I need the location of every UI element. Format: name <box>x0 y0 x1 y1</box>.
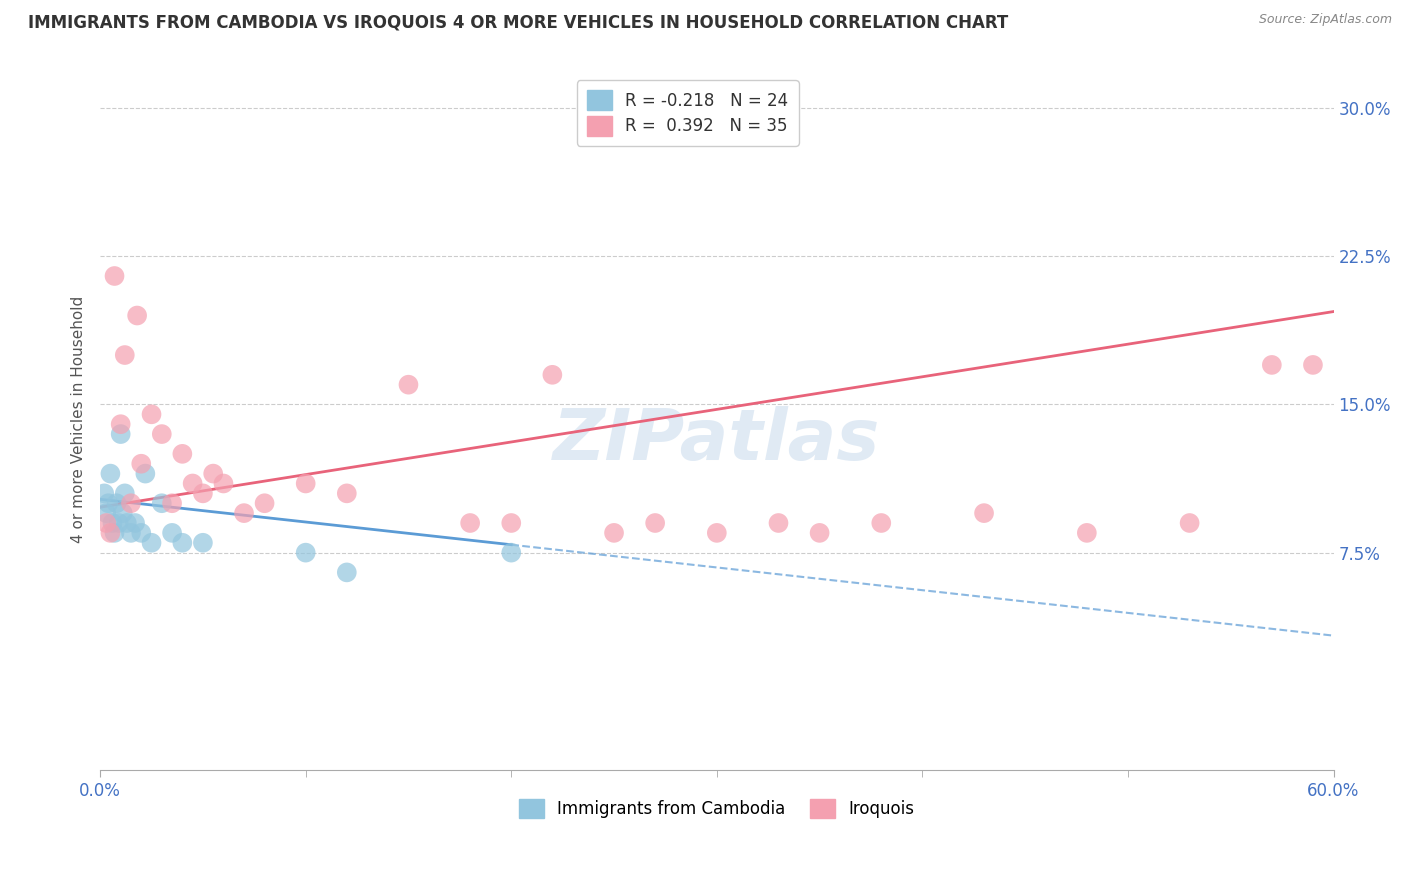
Point <box>202 467 225 481</box>
Point <box>96 506 118 520</box>
Point <box>768 516 790 530</box>
Point <box>101 516 124 530</box>
Point <box>1261 358 1284 372</box>
Point <box>107 516 129 530</box>
Point <box>120 525 142 540</box>
Point <box>129 525 152 540</box>
Point <box>129 457 152 471</box>
Point <box>172 535 194 549</box>
Point <box>114 348 136 362</box>
Point <box>458 516 481 530</box>
Point <box>172 447 194 461</box>
Point <box>294 546 316 560</box>
Point <box>100 467 122 481</box>
Point <box>103 525 125 540</box>
Point <box>97 496 120 510</box>
Point <box>127 309 149 323</box>
Point <box>150 427 173 442</box>
Point <box>398 377 420 392</box>
Point <box>336 486 359 500</box>
Point <box>644 516 666 530</box>
Point <box>111 506 134 520</box>
Point <box>501 546 523 560</box>
Legend: Immigrants from Cambodia, Iroquois: Immigrants from Cambodia, Iroquois <box>512 792 921 825</box>
Y-axis label: 4 or more Vehicles in Household: 4 or more Vehicles in Household <box>72 295 86 543</box>
Point <box>1302 358 1324 372</box>
Point <box>973 506 995 520</box>
Point <box>1076 525 1098 540</box>
Point <box>603 525 626 540</box>
Point <box>191 535 214 549</box>
Point <box>150 496 173 510</box>
Point <box>160 525 183 540</box>
Point <box>115 516 138 530</box>
Text: Source: ZipAtlas.com: Source: ZipAtlas.com <box>1258 13 1392 27</box>
Point <box>105 496 128 510</box>
Point <box>212 476 235 491</box>
Point <box>541 368 564 382</box>
Point <box>141 407 163 421</box>
Text: IMMIGRANTS FROM CAMBODIA VS IROQUOIS 4 OR MORE VEHICLES IN HOUSEHOLD CORRELATION: IMMIGRANTS FROM CAMBODIA VS IROQUOIS 4 O… <box>28 13 1008 31</box>
Point <box>124 516 146 530</box>
Point <box>808 525 831 540</box>
Point <box>110 427 132 442</box>
Point <box>103 268 125 283</box>
Point <box>253 496 276 510</box>
Point <box>141 535 163 549</box>
Point <box>100 525 122 540</box>
Point <box>96 516 118 530</box>
Point <box>110 417 132 432</box>
Point <box>336 566 359 580</box>
Point <box>294 476 316 491</box>
Point <box>706 525 728 540</box>
Point <box>1178 516 1201 530</box>
Point <box>134 467 156 481</box>
Point <box>181 476 204 491</box>
Point <box>93 486 115 500</box>
Point <box>501 516 523 530</box>
Point <box>160 496 183 510</box>
Text: ZIPatlas: ZIPatlas <box>553 406 880 475</box>
Point <box>233 506 256 520</box>
Point <box>870 516 893 530</box>
Point <box>191 486 214 500</box>
Point <box>114 486 136 500</box>
Point <box>120 496 142 510</box>
